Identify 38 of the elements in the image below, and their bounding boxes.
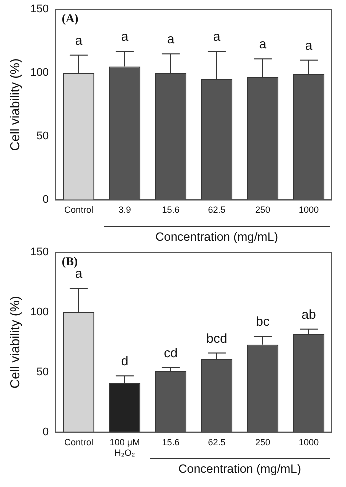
x-axis-title: Concentration (mg/mL) [150,458,330,476]
x-tick-label: 62.5 [208,205,226,216]
x-tick-label: 15.6 [162,437,180,448]
annotation: bc [256,314,270,330]
annotation: (A) [62,12,79,26]
annotation: a [259,36,268,52]
x-tick-label: 250 [255,205,271,216]
annotation: a [167,32,176,47]
x-tick-label: 3.9 [118,205,132,216]
y-axis-title: Cell viability (%) [7,296,22,389]
x-tick-label: Control [64,205,94,216]
y-tick-label: 150 [30,246,49,259]
y-tick-label: 100 [30,67,49,80]
annotation: a [305,38,314,54]
annotation: a [75,32,84,48]
x-axis-title: Concentration (mg/mL) [104,226,330,244]
annotation: a [213,29,222,44]
x-tick-label: 250 [255,437,271,448]
annotation: bcd [206,330,228,346]
y-axis-title: Cell viability (%) [7,58,22,152]
y-tick-label: 50 [36,366,49,378]
x-tick-label: 1000 [298,437,320,448]
y-tick-label: 100 [30,306,49,319]
x-tick-label: 1000 [298,205,320,216]
y-tick-label: 0 [42,426,49,438]
annotation: cd [164,345,178,360]
y-tick-label: 50 [36,130,49,143]
annotation: a [121,29,130,44]
annotation: d [121,354,129,369]
annotation: a [75,266,84,282]
annotation: (B) [62,254,78,269]
y-tick-label: 150 [30,4,49,16]
x-tick-label: 15.6 [162,205,180,216]
x-tick-label: 100 μM H₂O₂ [110,437,140,458]
x-tick-label: 62.5 [208,437,226,448]
y-tick-label: 0 [42,194,49,206]
annotation: ab [302,306,316,322]
x-tick-label: Control [64,437,94,448]
